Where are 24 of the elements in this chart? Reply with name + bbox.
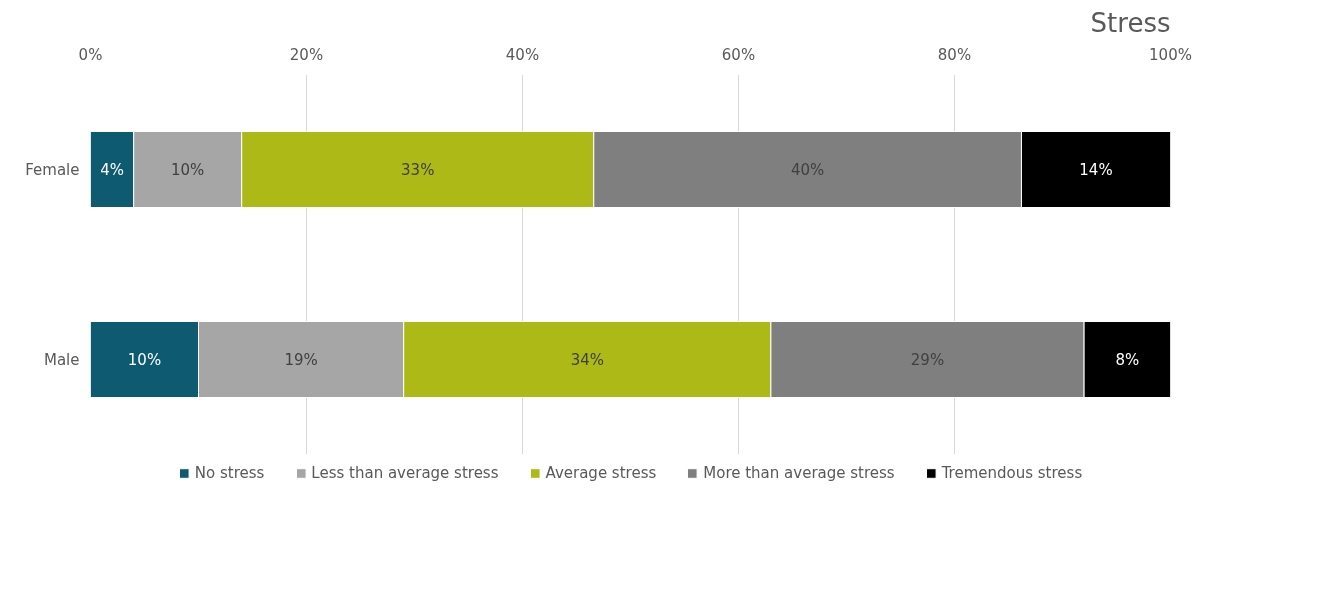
data-label: 14% (1079, 160, 1113, 179)
data-label: 33% (401, 160, 435, 179)
data-label: 40% (790, 160, 825, 179)
legend-label: More than average stress (703, 464, 895, 482)
data-label: 10% (127, 350, 162, 369)
legend-label: Less than average stress (311, 464, 499, 482)
legend-label: No stress (194, 464, 265, 482)
x-tick-label: 0% (78, 45, 103, 64)
data-label: 10% (171, 160, 205, 179)
y-tick-label: Female (25, 160, 80, 179)
x-tick-label: 100% (1149, 45, 1192, 64)
chart-title: Stress (1090, 7, 1171, 38)
data-label: 19% (284, 350, 318, 369)
legend-label: Average stress (545, 464, 657, 482)
x-tick-label: 40% (505, 45, 540, 64)
x-tick-label: 80% (937, 45, 972, 64)
x-tick-label: 20% (289, 45, 324, 64)
data-label: 29% (910, 350, 945, 369)
data-label: 34% (570, 350, 604, 369)
data-label: 4% (100, 160, 124, 179)
data-label: 8% (1115, 350, 1140, 369)
legend-label: Tremendous stress (941, 464, 1083, 482)
y-tick-label: Male (43, 350, 80, 369)
x-tick-label: 60% (721, 45, 756, 64)
